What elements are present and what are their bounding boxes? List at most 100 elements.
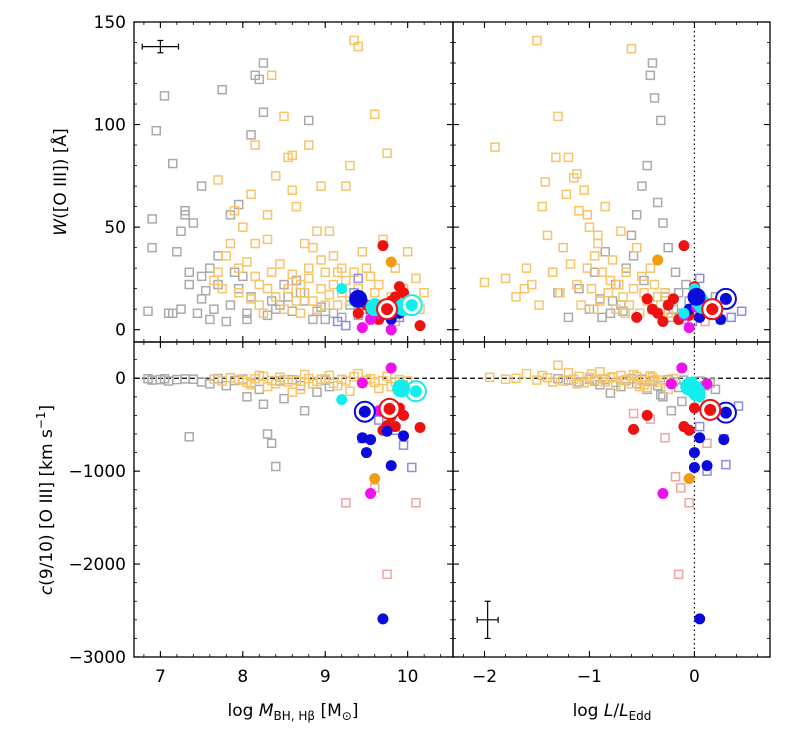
open-square-point — [616, 226, 626, 236]
open-square-point — [610, 380, 621, 391]
open-square-point — [196, 181, 207, 191]
open-square-point — [176, 304, 186, 314]
open-square-point — [572, 279, 582, 290]
open-square-point — [490, 142, 500, 152]
open-square-point — [558, 376, 568, 386]
open-square-point — [542, 230, 553, 241]
filled-circle-point — [657, 487, 669, 499]
open-square-point — [511, 292, 521, 302]
open-square-point — [649, 93, 660, 103]
filled-circle-point — [628, 423, 640, 435]
open-square-point — [258, 107, 269, 118]
open-square-point — [647, 372, 658, 383]
open-square-point — [242, 314, 252, 325]
highlight-core-point — [358, 405, 371, 418]
open-square-point — [250, 140, 260, 150]
filled-circle-point — [360, 447, 372, 459]
open-square-point — [287, 269, 298, 280]
open-square-point — [287, 387, 298, 397]
open-square-point — [336, 374, 347, 385]
open-square-point — [605, 388, 616, 398]
open-square-point — [266, 267, 277, 278]
open-square-point — [196, 271, 207, 282]
open-square-point — [303, 273, 314, 284]
x-tick-label: 9 — [320, 667, 331, 687]
open-square-point — [532, 35, 542, 46]
open-square-point — [295, 308, 306, 319]
open-square-point — [645, 70, 656, 81]
open-square-point — [262, 283, 273, 294]
open-square-point — [374, 279, 384, 290]
filled-circle-point — [683, 473, 695, 485]
open-square-point — [670, 471, 681, 482]
open-square-point — [246, 189, 256, 200]
open-square-point — [642, 160, 652, 171]
open-square-point — [540, 177, 551, 187]
filled-circle-point — [389, 291, 401, 303]
filled-circle-point — [385, 362, 397, 374]
filled-circle-point — [694, 613, 706, 625]
open-square-point — [635, 381, 645, 392]
open-square-point — [521, 368, 532, 379]
y-tick-label: 0 — [115, 321, 126, 341]
open-square-point — [500, 273, 511, 284]
open-square-point — [262, 234, 273, 245]
open-square-point — [673, 288, 684, 298]
open-square-point — [320, 267, 330, 278]
open-square-point — [628, 369, 639, 380]
open-square-point — [411, 273, 421, 284]
y-tick-label: −1000 — [68, 462, 126, 482]
y-tick-label: 150 — [94, 13, 126, 33]
open-square-point — [316, 181, 326, 191]
open-square-point — [652, 197, 663, 208]
open-square-point — [266, 70, 277, 81]
open-square-point — [652, 377, 663, 388]
open-square-point — [411, 498, 421, 508]
filled-circle-point — [667, 293, 679, 305]
open-square-point — [702, 438, 712, 449]
open-square-point — [637, 181, 647, 191]
y-axis-label-top: W([O III]) [Å] — [49, 128, 71, 235]
x-tick-label: −2 — [472, 667, 497, 687]
open-square-point — [279, 111, 289, 122]
highlight-core-point — [706, 303, 719, 316]
open-square-point — [221, 251, 232, 261]
open-square-point — [563, 152, 574, 163]
open-square-point — [676, 483, 686, 493]
open-square-point — [184, 432, 194, 442]
open-square-point — [574, 377, 584, 387]
open-square-point — [332, 300, 343, 310]
highlight-core-point — [409, 385, 422, 398]
open-square-point — [721, 459, 731, 470]
open-square-point — [407, 462, 417, 473]
large-circle-point — [687, 287, 706, 306]
open-square-point — [341, 275, 351, 286]
open-square-point — [341, 498, 351, 508]
open-square-point — [184, 279, 194, 290]
open-square-point — [588, 304, 599, 314]
filled-circle-point — [688, 402, 700, 414]
open-square-point — [645, 371, 656, 381]
open-square-point — [607, 372, 618, 382]
large-circle-point — [687, 383, 706, 402]
open-square-point — [610, 304, 621, 314]
filled-circle-point — [385, 324, 397, 336]
open-square-point — [328, 279, 339, 290]
filled-circle-point — [365, 434, 377, 446]
open-square-point — [258, 399, 269, 410]
filled-circle-point — [688, 461, 700, 473]
open-square-point — [537, 370, 547, 381]
open-square-point — [147, 242, 157, 253]
filled-circle-point — [336, 394, 348, 406]
open-square-point — [246, 294, 256, 304]
open-square-point — [419, 288, 429, 298]
open-square-point — [484, 372, 495, 383]
open-square-point — [258, 58, 269, 68]
open-square-point — [184, 267, 194, 278]
open-square-point — [345, 160, 355, 171]
open-square-point — [563, 312, 574, 323]
filled-circle-point — [369, 473, 381, 485]
x-tick-label: 8 — [237, 667, 248, 687]
filled-circle-point — [652, 254, 664, 266]
open-square-point — [656, 390, 666, 400]
